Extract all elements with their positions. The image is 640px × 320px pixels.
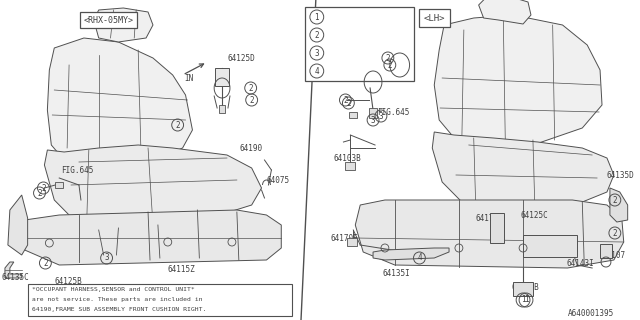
Polygon shape <box>8 195 28 255</box>
Text: 64103B: 64103B <box>333 154 362 163</box>
Text: 64125C: 64125C <box>520 211 548 220</box>
Text: 2: 2 <box>314 30 319 39</box>
Text: 64395B*A: 64395B*A <box>328 67 367 76</box>
Text: 3: 3 <box>314 49 319 58</box>
Text: Q710007: Q710007 <box>328 30 362 39</box>
Text: 1: 1 <box>521 295 525 305</box>
Bar <box>28 284 292 316</box>
Text: 64143I: 64143I <box>566 260 594 268</box>
Text: *OCCUPANT HARNESS,SENSOR and CONTROL UNIT*: *OCCUPANT HARNESS,SENSOR and CONTROL UNI… <box>31 287 195 292</box>
Polygon shape <box>432 132 614 212</box>
Text: 2: 2 <box>346 99 351 108</box>
Bar <box>600 244 612 258</box>
Polygon shape <box>435 15 602 148</box>
Text: 64190,FRAME SUB ASSEMBLY FRONT CUSHION RIGHT.: 64190,FRAME SUB ASSEMBLY FRONT CUSHION R… <box>31 308 206 313</box>
Polygon shape <box>373 248 449 260</box>
Polygon shape <box>610 188 628 222</box>
Text: 64115Z: 64115Z <box>168 266 196 275</box>
Text: 2: 2 <box>43 259 48 268</box>
Text: IN: IN <box>368 66 378 75</box>
Bar <box>513 282 533 296</box>
Bar <box>215 68 229 86</box>
Text: 3: 3 <box>379 111 383 121</box>
Text: IN: IN <box>184 74 194 83</box>
Text: 2: 2 <box>343 95 348 105</box>
Text: 3: 3 <box>371 116 376 124</box>
Bar <box>523 235 577 257</box>
Text: 64075: 64075 <box>266 175 289 185</box>
Text: 2: 2 <box>250 95 254 105</box>
Polygon shape <box>479 0 531 24</box>
Bar <box>346 162 355 170</box>
Text: 1: 1 <box>524 295 529 305</box>
Bar <box>349 112 357 118</box>
Text: 64125B: 64125B <box>54 277 82 286</box>
Text: 64085DA: 64085DA <box>328 12 362 21</box>
Bar <box>219 105 225 113</box>
Text: 64135I: 64135I <box>383 268 411 277</box>
Text: 1: 1 <box>314 12 319 21</box>
Text: 2: 2 <box>387 60 392 69</box>
Text: 64170E: 64170E <box>331 234 358 243</box>
Text: are not service. These parts are included in: are not service. These parts are include… <box>31 298 202 302</box>
Text: FIG.645: FIG.645 <box>377 108 410 116</box>
Text: 64190: 64190 <box>240 143 263 153</box>
Polygon shape <box>25 210 281 265</box>
Text: 64135C: 64135C <box>2 274 29 283</box>
Text: 2: 2 <box>41 183 45 193</box>
Text: 64125E: 64125E <box>328 49 357 58</box>
Text: 2: 2 <box>385 53 390 62</box>
Bar <box>369 108 377 118</box>
Polygon shape <box>93 8 153 42</box>
Polygon shape <box>44 145 262 230</box>
Text: 64170B: 64170B <box>511 283 539 292</box>
Polygon shape <box>47 38 193 170</box>
Text: 64135D: 64135D <box>607 171 635 180</box>
Polygon shape <box>355 200 624 268</box>
Bar <box>490 213 504 243</box>
Text: 2: 2 <box>612 196 617 204</box>
Text: 2: 2 <box>37 188 42 197</box>
Text: 2: 2 <box>175 121 180 130</box>
Bar <box>348 238 357 246</box>
Text: <LH>: <LH> <box>424 13 445 22</box>
Text: 64178G: 64178G <box>476 213 504 222</box>
Text: 3: 3 <box>104 253 109 262</box>
Text: 2: 2 <box>612 228 617 237</box>
Text: <RHX-05MY>: <RHX-05MY> <box>84 15 134 25</box>
FancyBboxPatch shape <box>305 7 413 81</box>
Text: A640001395: A640001395 <box>568 308 614 317</box>
Polygon shape <box>5 262 22 278</box>
Text: 2: 2 <box>248 84 253 92</box>
Text: 4: 4 <box>314 67 319 76</box>
Text: 4: 4 <box>417 253 422 262</box>
Text: FIG.645: FIG.645 <box>61 165 93 174</box>
Bar <box>55 182 63 188</box>
Text: 64107: 64107 <box>602 252 625 260</box>
Text: 64125D: 64125D <box>228 53 256 62</box>
